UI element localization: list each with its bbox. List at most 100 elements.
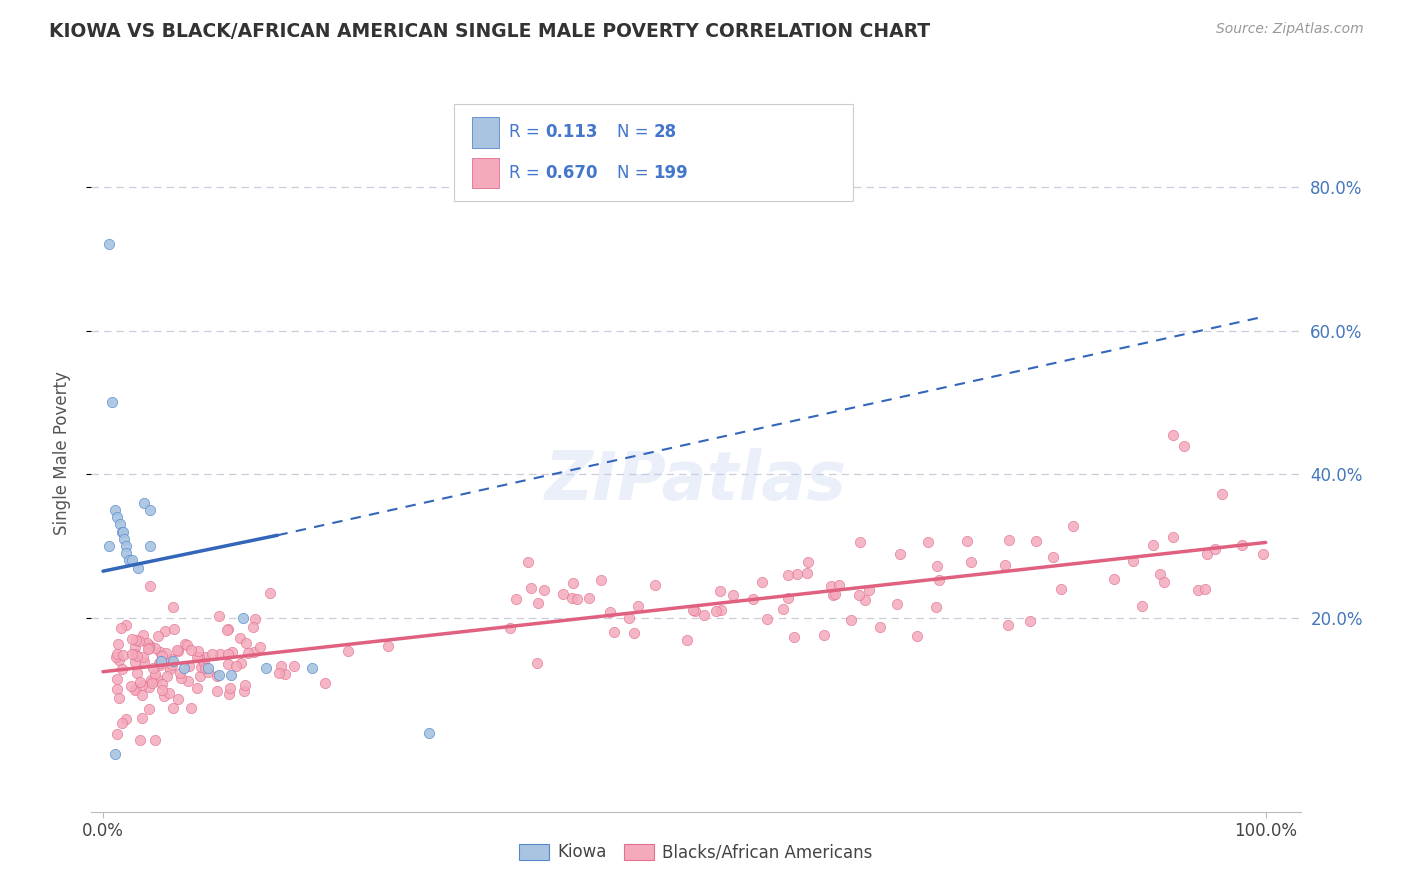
Point xyxy=(889,547,911,561)
Point xyxy=(886,597,908,611)
Point xyxy=(132,627,155,641)
Point xyxy=(1204,542,1226,557)
Text: N =: N = xyxy=(617,123,650,142)
Point xyxy=(138,701,160,715)
Point xyxy=(127,665,149,680)
Point xyxy=(132,649,155,664)
Point xyxy=(150,649,173,664)
Point xyxy=(820,579,842,593)
Point xyxy=(180,643,202,657)
Point xyxy=(617,611,640,625)
Text: R =: R = xyxy=(509,123,540,142)
Point xyxy=(1025,534,1047,549)
Point xyxy=(128,733,150,747)
Point xyxy=(138,503,160,517)
Point xyxy=(693,608,716,623)
Point xyxy=(217,622,239,636)
Point xyxy=(955,534,977,549)
Point xyxy=(1161,427,1184,442)
Point xyxy=(704,604,727,618)
Point xyxy=(229,657,252,671)
Point xyxy=(1194,582,1216,597)
Point xyxy=(1153,574,1175,589)
Text: N =: N = xyxy=(617,164,650,182)
Point xyxy=(928,573,950,587)
Point xyxy=(377,639,399,653)
Point xyxy=(104,747,127,762)
Point xyxy=(197,665,219,679)
Point xyxy=(553,586,575,600)
Point xyxy=(772,602,794,616)
Point xyxy=(676,633,699,648)
Point xyxy=(166,644,188,658)
Point xyxy=(108,653,131,667)
Point xyxy=(97,237,120,252)
Point xyxy=(148,629,170,643)
Point xyxy=(105,727,128,741)
Point xyxy=(136,636,159,650)
Point xyxy=(827,578,849,592)
Point xyxy=(848,588,870,602)
Point xyxy=(124,683,146,698)
Point xyxy=(162,657,184,672)
Point xyxy=(121,632,143,646)
Point xyxy=(783,630,806,644)
Point xyxy=(591,573,613,587)
Point xyxy=(1173,438,1195,452)
Point xyxy=(117,553,139,567)
Point xyxy=(176,638,198,652)
Text: ZIPatlas: ZIPatlas xyxy=(546,449,846,515)
Point xyxy=(1149,567,1171,582)
Point xyxy=(173,661,195,675)
Point xyxy=(148,656,170,670)
Point xyxy=(155,646,177,660)
Text: Source: ZipAtlas.com: Source: ZipAtlas.com xyxy=(1216,22,1364,37)
Point xyxy=(997,617,1019,632)
Point xyxy=(121,647,143,661)
Point xyxy=(499,621,522,635)
Point xyxy=(225,659,247,673)
Point xyxy=(194,661,217,675)
Point xyxy=(682,602,704,616)
Point xyxy=(138,640,160,655)
Text: 28: 28 xyxy=(654,123,676,142)
Point xyxy=(1063,519,1085,533)
Point xyxy=(166,642,188,657)
Point xyxy=(218,681,240,696)
Point xyxy=(797,555,820,569)
Point xyxy=(219,668,242,682)
Text: KIOWA VS BLACK/AFRICAN AMERICAN SINGLE MALE POVERTY CORRELATION CHART: KIOWA VS BLACK/AFRICAN AMERICAN SINGLE M… xyxy=(49,22,931,41)
Point xyxy=(998,533,1021,547)
Point xyxy=(249,640,271,654)
Point xyxy=(125,682,148,697)
Point xyxy=(623,626,645,640)
Point xyxy=(270,658,292,673)
Point xyxy=(209,648,232,662)
Point xyxy=(149,657,172,672)
Point xyxy=(143,666,166,681)
Point xyxy=(136,641,159,656)
Point xyxy=(274,667,297,681)
Point xyxy=(721,588,744,602)
Point xyxy=(905,629,928,643)
Point xyxy=(1161,530,1184,544)
Point xyxy=(201,647,224,661)
Point xyxy=(778,567,800,582)
Point xyxy=(849,535,872,549)
Point xyxy=(243,611,266,625)
Point xyxy=(562,576,585,591)
Point xyxy=(217,647,239,661)
Point xyxy=(129,675,152,690)
Point xyxy=(186,681,208,695)
Point xyxy=(238,646,260,660)
Point xyxy=(960,555,983,569)
Point xyxy=(813,628,835,642)
Point xyxy=(205,683,228,698)
Point xyxy=(243,645,266,659)
Point xyxy=(599,605,621,619)
Point xyxy=(138,539,160,553)
Point xyxy=(751,574,773,589)
Point xyxy=(111,662,134,676)
Point xyxy=(105,650,128,665)
Text: 199: 199 xyxy=(654,164,689,182)
